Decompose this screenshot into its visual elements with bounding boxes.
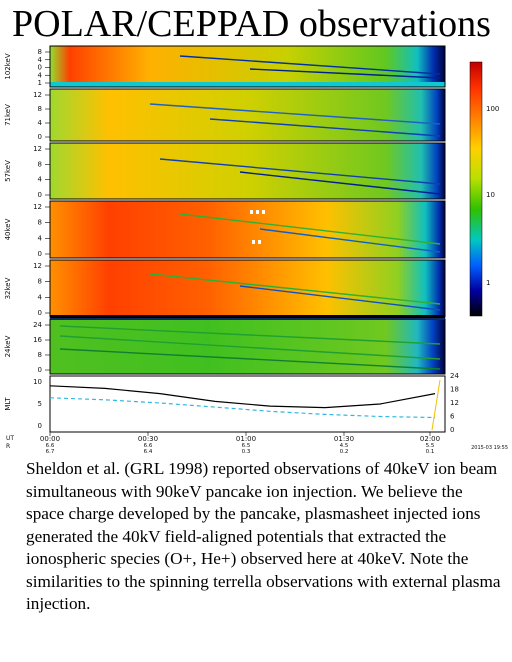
panel-tick-label: 4 <box>38 119 43 127</box>
ion-dispersion-streaks <box>59 55 441 370</box>
panel-tick-label: 8 <box>38 105 42 113</box>
colorbar-tick-label: 1 <box>486 279 490 287</box>
time-tick-label: 00:30 <box>138 435 158 443</box>
time-sublabel: 6.6 <box>46 443 55 449</box>
mlt-right-tick: 0 <box>450 426 454 434</box>
panel-tick-label: 4 <box>38 71 43 79</box>
panel-tick-label: 0 <box>38 191 42 199</box>
time-tick-label: 02:00 <box>420 435 440 443</box>
colorbar-tick-label: 10 <box>486 191 495 199</box>
figure-title: POLAR/CEPPAD observations <box>12 3 491 45</box>
colorbar <box>469 61 483 317</box>
time-tick-label: 01:30 <box>334 435 354 443</box>
panel-tick-label: 1 <box>38 79 42 87</box>
time-axis-row-label: UT <box>6 435 14 442</box>
panel-label: 57keV <box>4 160 12 182</box>
mlt-series-line <box>49 397 436 419</box>
panel-tick-label: 24 <box>33 321 42 329</box>
colorbar-ticks: 100 10 1 <box>486 105 499 287</box>
panel-tick-label: 0 <box>38 250 42 258</box>
panel-frames <box>49 45 446 375</box>
panel-tick-label: 12 <box>33 145 42 153</box>
panel-tick-label: 4 <box>38 234 43 242</box>
timestamp-stamp: 2015-03 19:55 <box>471 445 508 451</box>
time-sublabel: 6.4 <box>144 449 153 454</box>
panel-label: 32keV <box>4 277 12 299</box>
time-sublabel: 0.1 <box>426 449 435 454</box>
panel-tick-label: 8 <box>38 219 42 227</box>
panel-tick-label: 8 <box>38 278 42 286</box>
mlt-right-tick: 12 <box>450 399 459 407</box>
colorbar-tick-label: 100 <box>486 105 499 113</box>
panel-tick-label: 12 <box>33 262 42 270</box>
panel-tick-label: 8 <box>38 48 42 56</box>
panel-tick-label: 4 <box>38 176 43 184</box>
time-tick-label: 00:00 <box>40 435 60 443</box>
panel-tick-label: 8 <box>38 160 42 168</box>
mlt-series-line <box>49 385 436 409</box>
panel-separator <box>50 82 445 87</box>
panel-tick-label: 4 <box>38 56 43 64</box>
spectrogram-figure: 102keV8404171keV1284057keV1284040keV1284… <box>4 45 508 454</box>
time-sublabel: 6.7 <box>46 449 55 454</box>
mlt-series-line <box>431 379 441 431</box>
mlt-right-tick: 18 <box>450 386 459 394</box>
panel-tick-label: 4 <box>38 293 43 301</box>
time-sublabel: 0.3 <box>242 449 251 454</box>
time-sublabel: 0.2 <box>340 449 349 454</box>
panel-tick-label: 0 <box>38 133 42 141</box>
mlt-panel-labels: MLT 10 5 0 24 18 12 6 0 <box>4 372 459 434</box>
panel-71kev-heatmap <box>50 89 445 141</box>
panel-label: 71keV <box>4 104 12 126</box>
panel-57kev-heatmap <box>50 143 445 199</box>
panel-label: 40keV <box>4 218 12 240</box>
time-sublabel: 6.5 <box>242 443 251 449</box>
panel-tick-label: 8 <box>38 351 42 359</box>
panel-tick-label: 0 <box>38 366 42 374</box>
time-tick-label: 01:00 <box>236 435 256 443</box>
mlt-left-tick: 0 <box>38 422 42 430</box>
time-axis: UTR00:006.66.700:306.66.401:006.50.301:3… <box>6 432 508 454</box>
caption-text: Sheldon et al. (GRL 1998) reported obser… <box>26 459 501 613</box>
time-sublabel: 4.5 <box>340 443 349 449</box>
time-sublabel: 6.6 <box>144 443 153 449</box>
mlt-right-tick: 24 <box>450 372 459 380</box>
mlt-left-tick: 10 <box>33 378 42 386</box>
figure-caption: Sheldon et al. (GRL 1998) reported obser… <box>26 458 504 616</box>
panel-tick-label: 16 <box>33 336 42 344</box>
panel-tick-label: 12 <box>33 203 42 211</box>
panel-tick-label: 0 <box>38 64 42 72</box>
mlt-left-tick: 5 <box>38 400 42 408</box>
mlt-axis-label: MLT <box>4 397 12 411</box>
panel-tick-label: 12 <box>33 91 42 99</box>
mlt-right-tick: 6 <box>450 413 455 421</box>
panel-40kev-heatmap <box>50 201 445 258</box>
panel-label: 102keV <box>4 53 12 79</box>
panel-102kev-heatmap <box>50 46 445 87</box>
time-axis-row-label: R <box>6 443 10 450</box>
panel-32kev-heatmap <box>50 260 445 317</box>
panel-labels: 102keV8404171keV1284057keV1284040keV1284… <box>4 48 50 374</box>
time-sublabel: 5.5 <box>426 443 435 449</box>
panel-label: 24keV <box>4 335 12 357</box>
panel-tick-label: 0 <box>38 309 42 317</box>
